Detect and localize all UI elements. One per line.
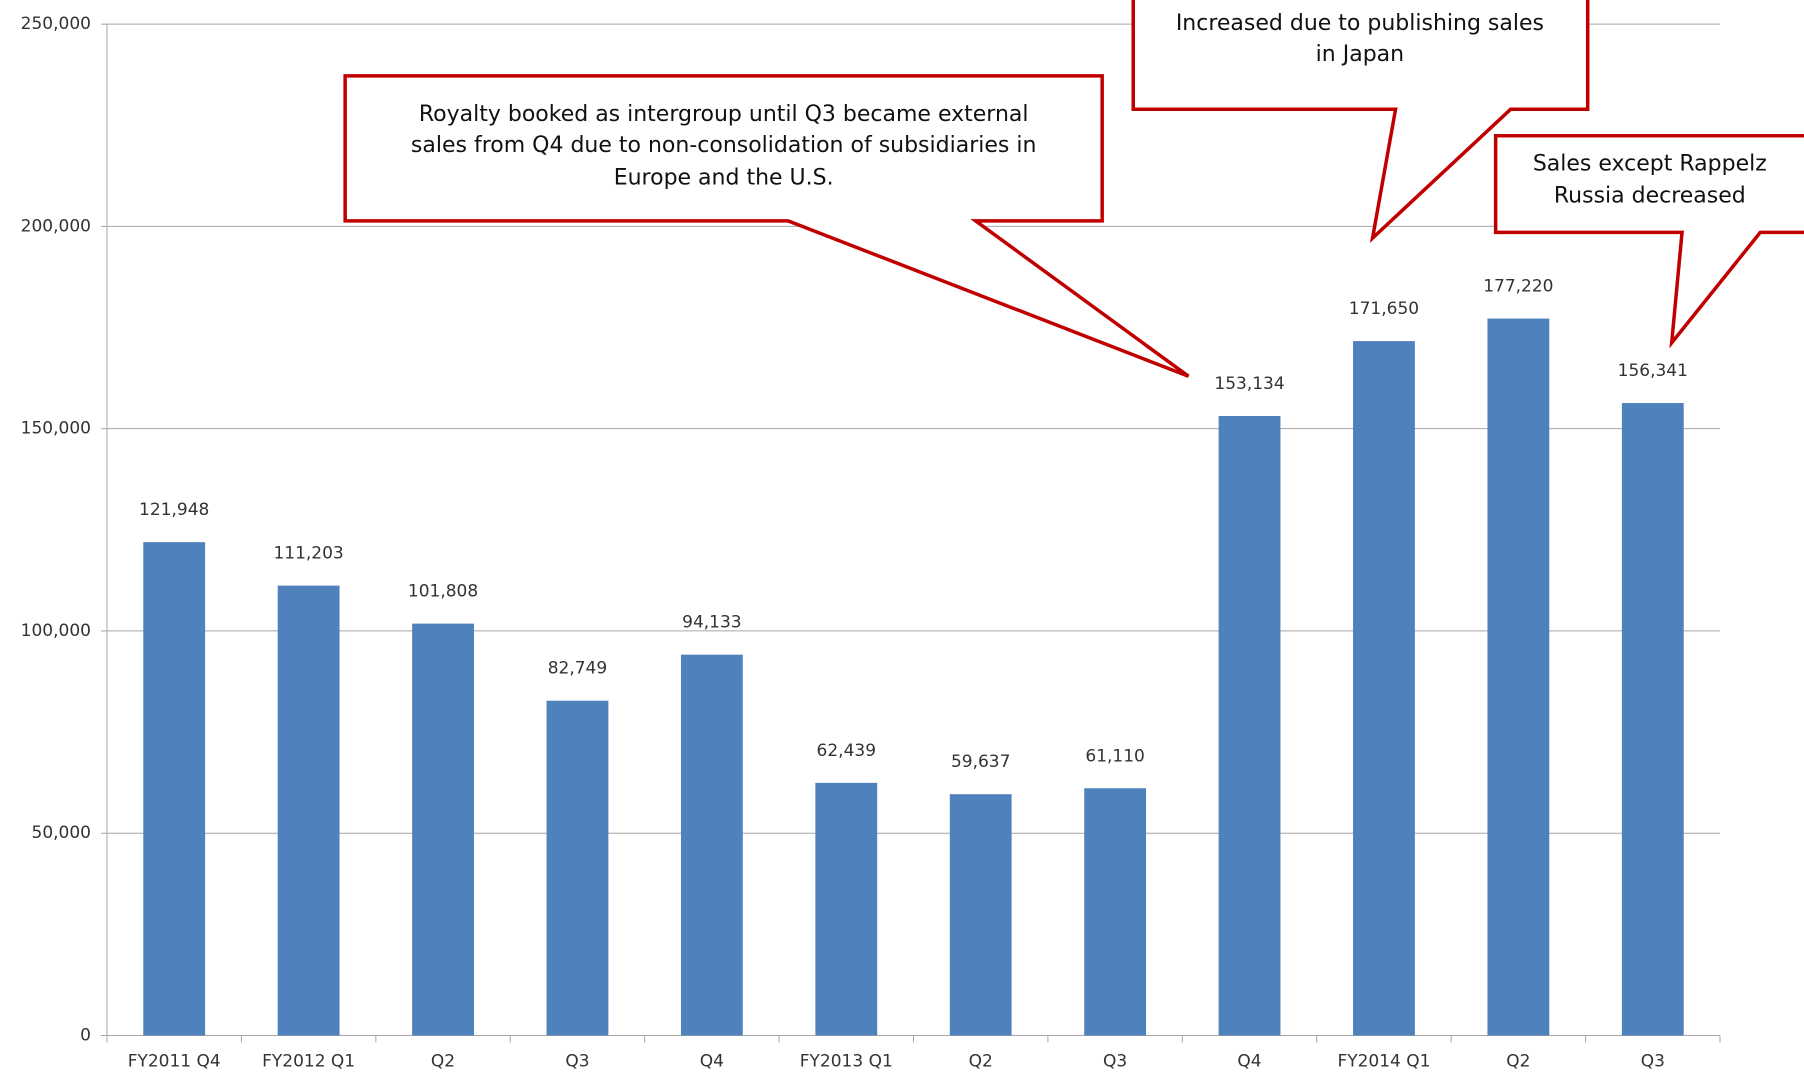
bar bbox=[1218, 415, 1281, 1036]
bar bbox=[1084, 788, 1147, 1036]
bar bbox=[546, 700, 609, 1036]
y-tick-label: 200,000 bbox=[21, 216, 91, 236]
callout bbox=[1493, 134, 1804, 349]
bar bbox=[949, 794, 1012, 1036]
x-tick-label: Q4 bbox=[1237, 1051, 1261, 1071]
x-tick-label: FY2012 Q1 bbox=[262, 1051, 355, 1071]
x-tick-label: Q2 bbox=[1506, 1051, 1530, 1071]
value-label: 94,133 bbox=[682, 613, 741, 633]
value-label: 59,637 bbox=[951, 752, 1010, 772]
annotation-text: in Japan bbox=[1316, 42, 1404, 67]
value-label: 177,220 bbox=[1483, 277, 1553, 297]
x-tick-label: FY2011 Q4 bbox=[128, 1051, 221, 1071]
x-tick-label: Q2 bbox=[431, 1051, 455, 1071]
annotation-text: Sales except Rappelz bbox=[1533, 152, 1767, 177]
annotation-text: Increased due to publishing sales bbox=[1176, 11, 1544, 36]
x-tick-label: Q3 bbox=[1103, 1051, 1127, 1071]
callout bbox=[343, 74, 1190, 378]
y-tick-label: 100,000 bbox=[21, 621, 91, 641]
value-label: 156,341 bbox=[1618, 361, 1688, 381]
value-label: 171,650 bbox=[1349, 299, 1419, 319]
value-label: 61,110 bbox=[1085, 746, 1144, 766]
annotation-text: Russia decreased bbox=[1554, 184, 1746, 209]
x-tick-label: Q3 bbox=[565, 1051, 589, 1071]
annotation-text: Europe and the U.S. bbox=[614, 165, 834, 190]
bar bbox=[143, 542, 206, 1036]
bar bbox=[412, 623, 474, 1036]
y-tick-label: 150,000 bbox=[21, 419, 91, 439]
value-label: 62,439 bbox=[817, 741, 876, 761]
x-tick-label: FY2014 Q1 bbox=[1337, 1051, 1430, 1071]
annotation-text: Royalty booked as intergroup until Q3 be… bbox=[419, 102, 1029, 127]
bar bbox=[1621, 403, 1684, 1036]
bar bbox=[680, 654, 743, 1036]
x-tick-label: Q3 bbox=[1641, 1051, 1665, 1071]
bar bbox=[815, 782, 878, 1036]
bar bbox=[1487, 318, 1550, 1036]
value-label: 121,948 bbox=[139, 500, 209, 520]
value-label: 111,203 bbox=[273, 544, 343, 564]
y-tick-label: 250,000 bbox=[21, 14, 91, 34]
value-label: 153,134 bbox=[1214, 374, 1284, 394]
value-label: 82,749 bbox=[548, 659, 607, 679]
x-tick-label: Q2 bbox=[969, 1051, 993, 1071]
x-tick-label: FY2013 Q1 bbox=[800, 1051, 893, 1071]
annotation-text: sales from Q4 due to non-consolidation o… bbox=[411, 133, 1036, 158]
y-tick-label: 50,000 bbox=[32, 823, 91, 843]
bar bbox=[1353, 341, 1415, 1036]
value-label: 101,808 bbox=[408, 582, 478, 602]
y-tick-label: 0 bbox=[80, 1025, 91, 1045]
bar bbox=[277, 585, 340, 1036]
x-tick-label: Q4 bbox=[700, 1051, 724, 1071]
callout bbox=[1131, 0, 1590, 244]
